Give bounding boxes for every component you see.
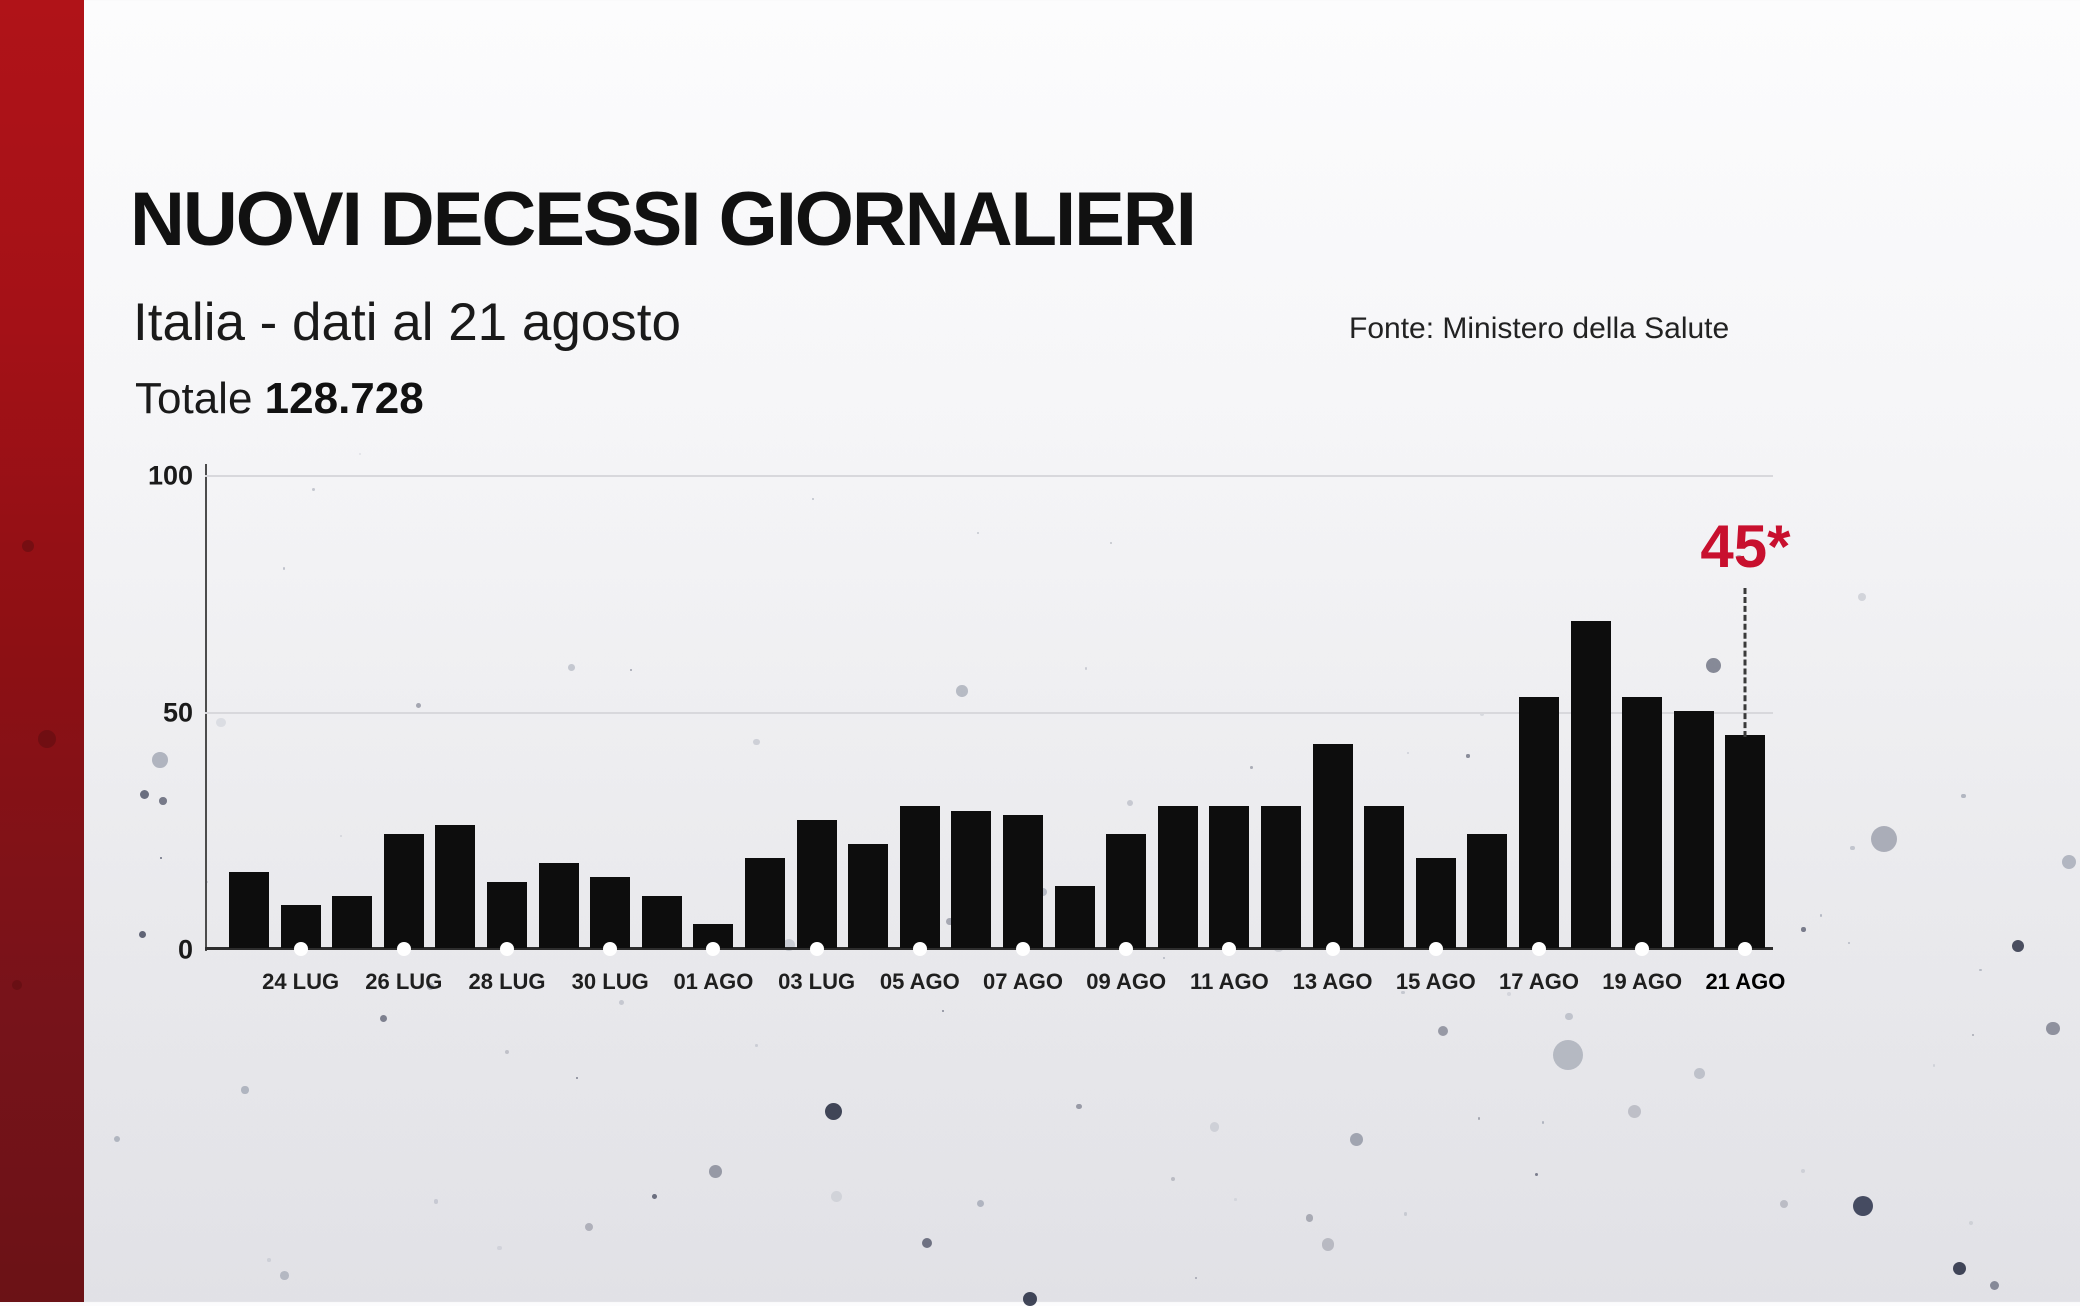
tick-dot-11 AGO	[1222, 942, 1237, 956]
bar-19 AGO	[1622, 696, 1663, 948]
tick-dot-24 LUG	[293, 942, 308, 956]
bar-20 AGO	[1673, 711, 1714, 948]
y-axis-line	[205, 464, 207, 951]
bar-12 AGO	[1261, 805, 1301, 948]
bar-13 AGO	[1312, 744, 1353, 948]
bar-16 AGO	[1467, 834, 1508, 948]
x-tick-label-28 LUG: 28 LUG	[468, 969, 546, 994]
tick-dot-01 AGO	[706, 942, 721, 956]
x-axis-baseline	[205, 947, 1773, 950]
banner-texture-dot	[12, 980, 22, 990]
bar-17 AGO	[1519, 696, 1559, 948]
x-tick-label-26 LUG: 26 LUG	[365, 969, 443, 994]
tick-dot-21 AGO	[1738, 942, 1753, 956]
bar-05 AGO	[899, 805, 940, 948]
source-label: Fonte: Ministero della Salute	[1349, 312, 1730, 345]
bar-01 AGO	[693, 924, 734, 948]
x-tick-label-01 AGO: 01 AGO	[673, 969, 754, 994]
left-red-banner	[0, 0, 84, 1302]
bar-15 AGO	[1415, 857, 1456, 948]
bar-07 AGO	[1003, 815, 1043, 948]
total-line: Totale 128.728	[135, 374, 424, 424]
x-tick-label-03 LUG: 03 LUG	[778, 969, 856, 994]
y-axis-label-0: 0	[177, 934, 193, 965]
x-tick-label-19 AGO: 19 AGO	[1602, 969, 1683, 994]
tick-dot-30 LUG	[603, 942, 618, 956]
bar-27 LUG	[435, 824, 476, 948]
tick-dot-09 AGO	[1119, 942, 1134, 956]
y-axis-label-50: 50	[162, 697, 193, 728]
bar-18 AGO	[1570, 620, 1611, 948]
tick-dot-15 AGO	[1428, 942, 1443, 956]
banner-texture-dot	[38, 730, 56, 748]
x-tick-label-07 AGO: 07 AGO	[983, 969, 1063, 994]
bar-25 LUG	[332, 895, 373, 948]
tick-dot-03 LUG	[809, 942, 824, 956]
bar-08 AGO	[1054, 886, 1095, 948]
x-tick-label-17 AGO: 17 AGO	[1499, 969, 1579, 994]
bar-30 LUG	[590, 876, 631, 948]
tick-dot-26 LUG	[396, 942, 411, 956]
x-tick-label-21 AGO: 21 AGO	[1705, 969, 1786, 994]
annotation-value: 45*	[1700, 513, 1791, 580]
bar-02 AGO	[745, 857, 785, 948]
bar-28 LUG	[487, 881, 527, 948]
total-value: 128.728	[264, 374, 424, 423]
tick-dot-07 AGO	[1016, 942, 1030, 956]
y-axis-label-100: 100	[147, 460, 193, 491]
bar-06 AGO	[951, 810, 992, 948]
bar-26 LUG	[383, 834, 424, 948]
chart-title: NUOVI DECESSI GIORNALIERI	[130, 177, 1197, 262]
x-tick-label-09 AGO: 09 AGO	[1086, 969, 1167, 994]
total-label: Totale	[135, 374, 253, 423]
x-tick-label-11 AGO: 11 AGO	[1190, 969, 1269, 994]
bar-21 AGO	[1725, 734, 1766, 948]
chart-subtitle: Italia - dati al 21 agosto	[133, 293, 682, 352]
gridline-100	[205, 475, 1773, 477]
bar-31 LUG	[641, 895, 682, 948]
x-tick-label-13 AGO: 13 AGO	[1292, 969, 1373, 994]
bar-09 AGO	[1106, 834, 1147, 948]
bar-14 AGO	[1364, 805, 1405, 948]
x-tick-label-24 LUG: 24 LUG	[262, 969, 340, 994]
banner-texture-dot	[22, 540, 34, 552]
bar-24 LUG	[280, 905, 321, 948]
bar-04 AGO	[848, 843, 889, 948]
bar-chart: 0 50 100 24 LUG 26 LUG 28 LUG 30 LUG 01 AGO 03 L…	[148, 461, 1805, 995]
x-tick-label-30 LUG: 30 LUG	[571, 969, 649, 994]
x-tick-label-15 AGO: 15 AGO	[1395, 969, 1476, 994]
gridline-50	[205, 712, 1773, 714]
bar-10 AGO	[1157, 805, 1198, 948]
tick-dot-28 LUG	[500, 942, 514, 956]
bar-29 LUG	[538, 862, 579, 948]
bar-11 AGO	[1209, 805, 1250, 948]
tick-dot-19 AGO	[1635, 942, 1650, 956]
bar-23 LUG	[229, 872, 269, 948]
annotation-dashed-line	[1743, 588, 1747, 737]
tick-dot-17 AGO	[1532, 942, 1546, 956]
tick-dot-05 AGO	[912, 942, 927, 956]
tick-dot-13 AGO	[1325, 942, 1340, 956]
x-tick-label-05 AGO: 05 AGO	[879, 969, 960, 994]
bar-03 AGO	[796, 820, 837, 948]
